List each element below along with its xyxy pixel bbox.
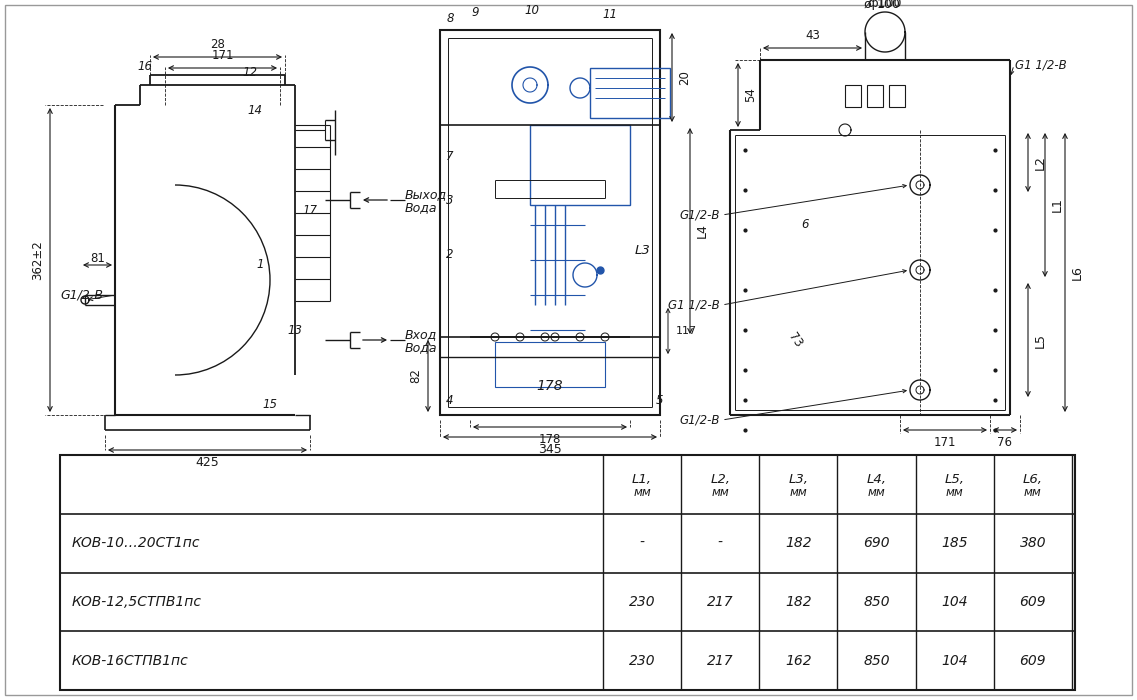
Text: L3,: L3, xyxy=(788,473,808,486)
Text: 104: 104 xyxy=(941,595,968,609)
Text: 185: 185 xyxy=(941,536,968,550)
Bar xyxy=(590,68,670,118)
Text: 230: 230 xyxy=(629,595,655,609)
Text: 11: 11 xyxy=(603,8,617,22)
Text: 380: 380 xyxy=(1020,536,1046,550)
Text: 690: 690 xyxy=(863,536,890,550)
Text: 8: 8 xyxy=(446,11,454,25)
Text: 17: 17 xyxy=(302,204,317,216)
Text: 100: 100 xyxy=(877,0,901,10)
Text: L4,: L4, xyxy=(866,473,887,486)
Text: -: - xyxy=(640,536,645,550)
Text: 7: 7 xyxy=(446,150,454,164)
Text: 76: 76 xyxy=(997,436,1013,449)
Text: 345: 345 xyxy=(538,443,562,456)
Text: КОВ-12,5СТПВ1пс: КОВ-12,5СТПВ1пс xyxy=(72,595,202,609)
Text: ф100: ф100 xyxy=(868,0,903,10)
Text: 117: 117 xyxy=(677,326,697,336)
Text: L6: L6 xyxy=(1071,265,1084,280)
Text: 178: 178 xyxy=(539,433,562,446)
Text: 178: 178 xyxy=(537,379,563,393)
Bar xyxy=(495,342,605,387)
Text: 609: 609 xyxy=(1020,595,1046,609)
Text: 362±2: 362±2 xyxy=(31,240,44,280)
Text: мм: мм xyxy=(946,486,963,499)
Text: 12: 12 xyxy=(242,66,257,78)
Text: мм: мм xyxy=(1024,486,1041,499)
Text: 10: 10 xyxy=(524,4,539,17)
Text: 15: 15 xyxy=(263,398,277,412)
Bar xyxy=(889,85,905,107)
Text: G1 1/2-В: G1 1/2-В xyxy=(1015,59,1067,71)
Text: Выход: Выход xyxy=(405,188,447,202)
Text: L3: L3 xyxy=(634,244,650,256)
Text: 171: 171 xyxy=(211,49,234,62)
Text: 43: 43 xyxy=(805,29,820,42)
Text: -: - xyxy=(717,536,723,550)
Text: G1/2-В: G1/2-В xyxy=(680,414,720,426)
Text: 850: 850 xyxy=(863,654,890,668)
Text: 171: 171 xyxy=(933,436,956,449)
Text: 14: 14 xyxy=(248,104,263,116)
Text: 3: 3 xyxy=(446,193,454,206)
Text: G1/2-В: G1/2-В xyxy=(680,209,720,221)
Text: мм: мм xyxy=(633,486,652,499)
Text: 28: 28 xyxy=(210,38,225,51)
Text: 4: 4 xyxy=(446,393,454,407)
Text: 2: 2 xyxy=(446,248,454,262)
Text: Вода: Вода xyxy=(405,202,438,214)
Text: 609: 609 xyxy=(1020,654,1046,668)
Text: Вода: Вода xyxy=(405,342,438,354)
Text: мм: мм xyxy=(712,486,729,499)
Bar xyxy=(868,85,883,107)
Text: L6,: L6, xyxy=(1023,473,1043,486)
Text: L5,: L5, xyxy=(945,473,964,486)
Text: 1: 1 xyxy=(256,258,264,272)
Text: КОВ-10…20СТ1пс: КОВ-10…20СТ1пс xyxy=(72,536,200,550)
Text: L4: L4 xyxy=(696,223,709,239)
Text: 230: 230 xyxy=(629,654,655,668)
Text: Вход: Вход xyxy=(405,328,438,342)
Text: 73: 73 xyxy=(786,330,805,350)
Text: 20: 20 xyxy=(678,70,691,85)
Text: L1,: L1, xyxy=(632,473,653,486)
Text: L1: L1 xyxy=(1051,197,1064,212)
Text: L5: L5 xyxy=(1034,332,1047,347)
Text: 54: 54 xyxy=(744,88,757,102)
Text: 5: 5 xyxy=(656,393,664,407)
Text: 81: 81 xyxy=(90,251,105,265)
Text: 16: 16 xyxy=(138,60,152,74)
Text: G1 1/2-В: G1 1/2-В xyxy=(669,298,720,312)
Text: мм: мм xyxy=(789,486,807,499)
Bar xyxy=(530,125,630,205)
Text: мм: мм xyxy=(868,486,886,499)
Text: 182: 182 xyxy=(786,595,812,609)
Text: 217: 217 xyxy=(707,654,733,668)
Bar xyxy=(60,455,1074,690)
Text: 13: 13 xyxy=(288,323,302,337)
Text: 850: 850 xyxy=(863,595,890,609)
Text: ø: ø xyxy=(863,0,871,10)
Text: 104: 104 xyxy=(941,654,968,668)
Text: 82: 82 xyxy=(409,369,422,384)
Text: 6: 6 xyxy=(802,218,808,232)
Text: L2,: L2, xyxy=(711,473,730,486)
Text: 425: 425 xyxy=(196,456,219,469)
Text: 217: 217 xyxy=(707,595,733,609)
Text: G1/2-В: G1/2-В xyxy=(60,288,103,302)
Text: 9: 9 xyxy=(471,6,479,18)
Text: 182: 182 xyxy=(786,536,812,550)
Text: L2: L2 xyxy=(1034,155,1047,170)
Bar xyxy=(845,85,861,107)
Text: 162: 162 xyxy=(786,654,812,668)
Bar xyxy=(440,30,659,415)
Text: КОВ-16СТПВ1пс: КОВ-16СТПВ1пс xyxy=(72,654,189,668)
